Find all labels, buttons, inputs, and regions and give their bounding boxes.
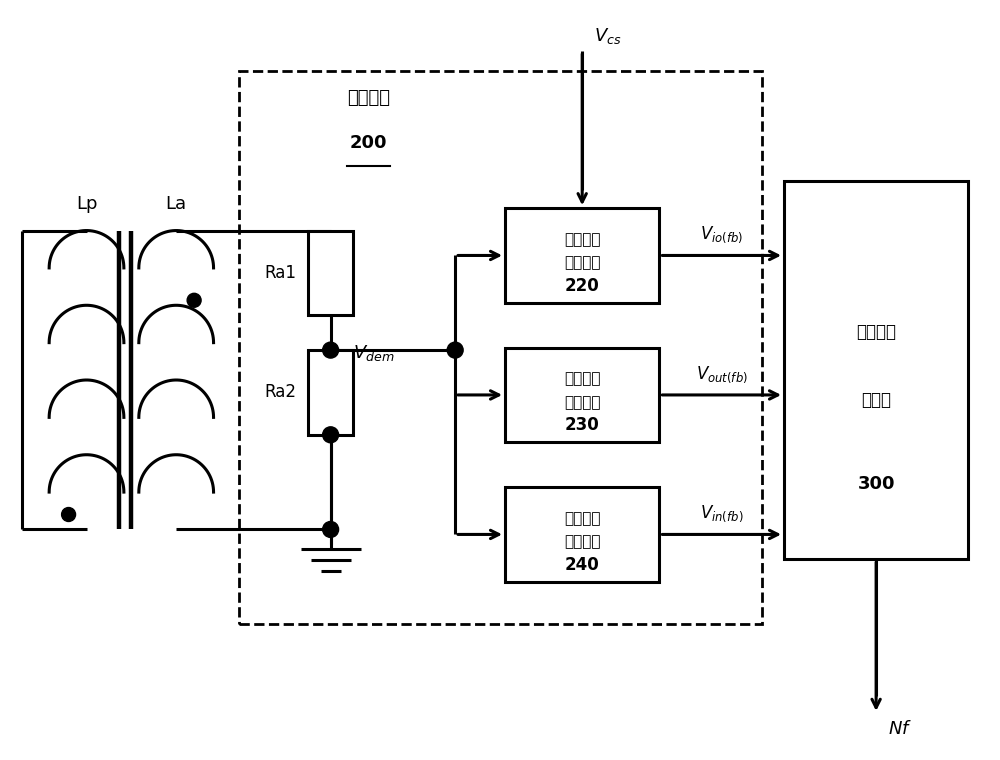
Text: $Nf$: $Nf$ — [888, 720, 912, 738]
Bar — [308, 230, 353, 315]
Bar — [239, 71, 762, 624]
Circle shape — [447, 342, 463, 358]
Text: 300: 300 — [857, 474, 895, 492]
Circle shape — [62, 508, 76, 521]
Text: Lp: Lp — [76, 195, 97, 213]
Text: 采样模块: 采样模块 — [564, 395, 600, 410]
Text: $V_{cs}$: $V_{cs}$ — [594, 27, 622, 46]
Text: $V_{io(fb)}$: $V_{io(fb)}$ — [700, 225, 743, 245]
Text: $V_{out(fb)}$: $V_{out(fb)}$ — [696, 364, 748, 385]
Circle shape — [323, 342, 339, 358]
Text: 输出电压: 输出电压 — [564, 372, 600, 386]
Bar — [505, 208, 659, 302]
Text: 采样模块: 采样模块 — [564, 534, 600, 549]
Bar — [308, 350, 353, 435]
Text: Ra2: Ra2 — [264, 384, 296, 401]
Text: La: La — [166, 195, 187, 213]
Text: Ra1: Ra1 — [264, 264, 296, 282]
Bar — [784, 181, 968, 559]
Bar — [505, 487, 659, 581]
Text: 采样单元: 采样单元 — [347, 89, 390, 107]
Text: 输入电压: 输入电压 — [564, 511, 600, 526]
Text: 200: 200 — [350, 134, 387, 152]
Text: 输出电流: 输出电流 — [564, 232, 600, 247]
Bar — [505, 347, 659, 442]
Text: 220: 220 — [565, 277, 600, 295]
Text: $V_{in(fb)}$: $V_{in(fb)}$ — [700, 504, 743, 524]
Text: 谷底锁定: 谷底锁定 — [856, 323, 896, 341]
Text: 控制器: 控制器 — [861, 391, 891, 410]
Text: 230: 230 — [565, 416, 600, 434]
Text: 采样模块: 采样模块 — [564, 255, 600, 271]
Text: $V_{dem}$: $V_{dem}$ — [353, 343, 394, 363]
Circle shape — [323, 521, 339, 537]
Circle shape — [323, 427, 339, 443]
Text: 240: 240 — [565, 556, 600, 574]
Circle shape — [187, 293, 201, 307]
